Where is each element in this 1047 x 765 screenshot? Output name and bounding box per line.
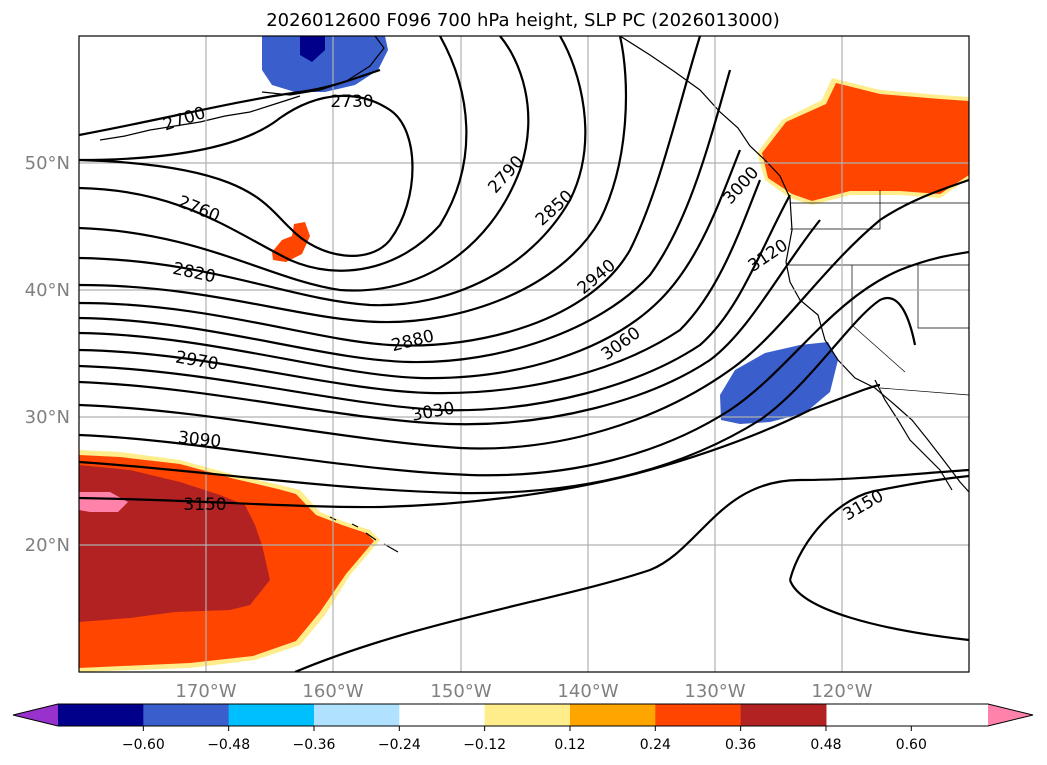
- latitude-labels: 50°N 40°N 30°N 20°N: [25, 153, 70, 556]
- colorbar-ticks: −0.60 −0.48 −0.36 −0.24 −0.12 0.12 0.24 0.36 0.4…: [122, 726, 927, 753]
- colorbar-tick-label: 0.12: [554, 737, 585, 753]
- lon-label-170w: 170°W: [175, 681, 236, 702]
- contour-2940: [79, 149, 742, 380]
- colorbar-tick-label: 0.24: [640, 737, 671, 753]
- colorbar-segment: [313, 704, 400, 726]
- contour-3150: [79, 383, 881, 509]
- contour-3090: [79, 250, 969, 477]
- lat-label-30n: 30°N: [25, 407, 70, 428]
- positive-anomaly-small: [272, 222, 310, 262]
- lon-label-140w: 140°W: [557, 681, 618, 702]
- colorbar-outline: [12, 703, 1034, 727]
- lat-label-40n: 40°N: [25, 280, 70, 301]
- state-border-1: [790, 190, 881, 230]
- lat-label-50n: 50°N: [25, 153, 70, 174]
- colorbar-tick-label: −0.48: [207, 737, 250, 753]
- extreme-positive-anomaly-subtropical: [79, 492, 128, 512]
- colorbar-tick-label: −0.12: [463, 737, 506, 753]
- contour-2820: [79, 36, 587, 307]
- colorbar-segment: [399, 704, 486, 726]
- colorbar-arrow-high: [988, 704, 1033, 726]
- contour-3120: [79, 296, 917, 495]
- baja-peninsula: [874, 379, 953, 491]
- map-frame: [78, 35, 970, 673]
- contour-2790: [79, 36, 530, 292]
- colorbar-tick-label: 0.60: [896, 737, 927, 753]
- contour-3060: [79, 178, 969, 450]
- colorbar-arrow-low: [13, 704, 58, 726]
- colorbar-tick-label: −0.60: [122, 737, 165, 753]
- lon-label-160w: 160°W: [302, 681, 363, 702]
- contour-3150-east: [294, 468, 969, 672]
- contour-2910: [79, 69, 732, 364]
- colorbar: −0.60 −0.48 −0.36 −0.24 −0.12 0.12 0.24 0.36 0.4…: [12, 703, 1034, 753]
- colorbar-segment: [58, 704, 144, 726]
- contour-3150-closed: [788, 474, 969, 642]
- lon-label-120w: 120°W: [811, 681, 872, 702]
- colorbar-segments: [58, 704, 827, 726]
- contour-3000: [79, 194, 791, 412]
- colorbar-segment: [740, 704, 827, 726]
- lon-label-130w: 130°W: [684, 681, 745, 702]
- us-mexico-border: [879, 387, 969, 396]
- lat-label-20n: 20°N: [25, 535, 70, 556]
- contour-2880: [79, 36, 702, 347]
- contour-label-3150: 3150: [183, 495, 226, 515]
- strong-positive-anomaly-subtropical: [79, 465, 270, 622]
- aleutian-chain: [99, 95, 301, 141]
- longitude-labels: 170°W 160°W 150°W 140°W 130°W 120°W: [175, 681, 872, 702]
- contour-2850: [79, 36, 628, 324]
- contour-label-3090: 3090: [177, 428, 222, 452]
- state-border-3: [917, 265, 969, 329]
- map-panel: 2700 2730 2760 2790 2820 2850 2880 2940 …: [78, 35, 970, 673]
- colorbar-segment: [484, 704, 571, 726]
- negative-anomaly-california: [720, 342, 838, 424]
- colorbar-tick-label: −0.36: [293, 737, 336, 753]
- contour-2730: [79, 94, 414, 257]
- borders: [788, 190, 969, 396]
- contour-label-2730: 2730: [330, 92, 373, 112]
- northwest-coast: [619, 36, 969, 493]
- contour-2700: [79, 68, 381, 137]
- extreme-negative-core-bering: [300, 36, 325, 62]
- colorbar-tick-label: 0.48: [810, 737, 841, 753]
- map-title: 2026012600 F096 700 hPa height, SLP PC (…: [266, 10, 780, 31]
- colorbar-tick-label: −0.24: [378, 737, 421, 753]
- lon-label-150w: 150°W: [430, 681, 491, 702]
- height-contours: [79, 36, 969, 672]
- colorbar-segment: [143, 704, 230, 726]
- positive-anomaly-northwest-core: [762, 83, 969, 201]
- colorbar-segment: [655, 704, 742, 726]
- contour-2970: [79, 179, 762, 395]
- contour-2760: [79, 36, 468, 272]
- colorbar-tick-label: 0.36: [725, 737, 756, 753]
- contour-3030: [79, 219, 821, 426]
- colorbar-segment: [228, 704, 315, 726]
- colorbar-segment: [569, 704, 656, 726]
